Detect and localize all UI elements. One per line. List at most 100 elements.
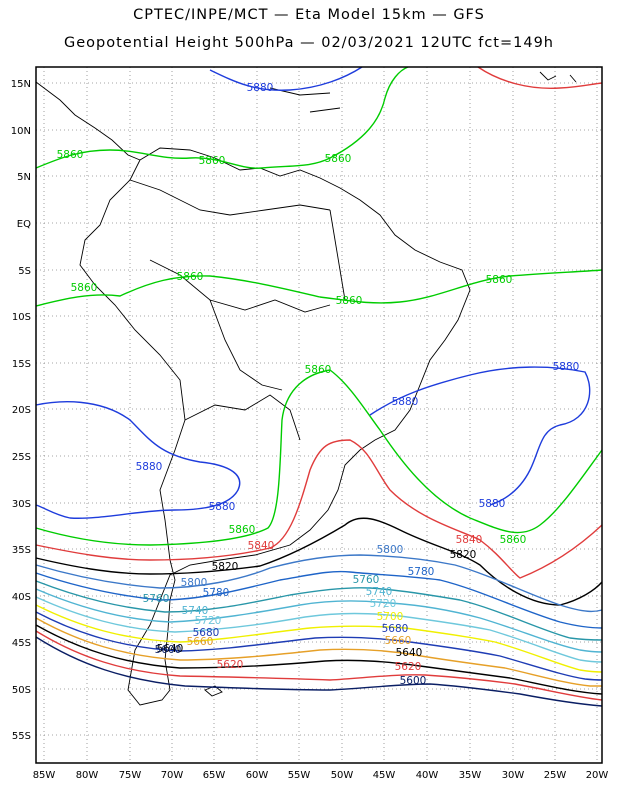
latitude-axis: 15N 10N 5N EQ 5S 10S 15S 20S 25S 30S 35S 40S 45S 50S 5…: [11, 79, 31, 742]
lon-tick-label: 60W: [246, 770, 269, 781]
contour-label-5700: 5700: [377, 611, 404, 623]
caribbean-islands: [269, 71, 577, 113]
lon-tick-label: 65W: [203, 770, 226, 781]
lat-tick-label: 45S: [12, 638, 31, 649]
contour-label-5640: 5640: [396, 647, 423, 659]
contour-5820: [35, 517, 603, 606]
contour-label-5860: 5860: [486, 274, 513, 286]
chart-title-model: CPTEC/INPE/MCT — Eta Model 15km — GFS: [133, 7, 485, 23]
contour-5700: [35, 604, 603, 673]
contour-labels: 5880 5860 5860 5860 5860 5860 5860 5860 5860 5880…: [57, 82, 580, 687]
contour-label-5620: 5620: [217, 659, 244, 671]
contour-5860-north: [35, 66, 409, 169]
lat-tick-label: 40S: [12, 592, 31, 603]
contour-label-5780: 5780: [203, 587, 230, 599]
lon-tick-label: 50W: [331, 770, 354, 781]
contour-label-5820: 5820: [212, 561, 239, 573]
contour-label-5720: 5720: [195, 615, 222, 627]
lat-tick-label: 50S: [12, 685, 31, 696]
lon-tick-label: 70W: [161, 770, 184, 781]
lat-tick-label: 20S: [12, 405, 31, 416]
contour-label-5620: 5620: [395, 661, 422, 673]
contour-label-5860: 5860: [325, 153, 352, 165]
contour-label-5780: 5780: [408, 566, 435, 578]
lon-tick-label: 40W: [416, 770, 439, 781]
contour-label-5660: 5660: [385, 635, 412, 647]
height-contours: [35, 66, 603, 707]
south-america-coast: [79, 147, 471, 706]
contour-5760: [35, 580, 603, 641]
contour-label-5860: 5860: [57, 149, 84, 161]
contour-label-5880: 5880: [209, 501, 236, 513]
contour-5740: [35, 588, 603, 653]
lon-tick-label: 45W: [373, 770, 396, 781]
central-america-coast: [35, 81, 141, 161]
contour-5620: [35, 630, 603, 701]
contour-label-5860: 5860: [71, 282, 98, 294]
contour-label-5880: 5880: [247, 82, 274, 94]
lat-tick-label: 25S: [12, 452, 31, 463]
lat-tick-label: 35S: [12, 545, 31, 556]
contour-label-5880: 5880: [136, 461, 163, 473]
lat-tick-label: 30S: [12, 499, 31, 510]
longitude-axis: 85W 80W 75W 70W 65W 60W 55W 50W 45W 40W 35W 30W 25W 2…: [33, 770, 609, 781]
contour-label-5860: 5860: [336, 295, 363, 307]
contour-label-5760: 5760: [143, 593, 170, 605]
contour-5880-west: [35, 401, 241, 519]
contour-label-5660: 5660: [187, 636, 214, 648]
contour-5720: [35, 596, 603, 663]
lon-tick-label: 55W: [288, 770, 311, 781]
contour-label-5880: 5880: [479, 498, 506, 510]
chart-title-field: Geopotential Height 500hPa — 02/03/2021 …: [63, 35, 554, 51]
lon-tick-label: 20W: [586, 770, 609, 781]
lon-tick-label: 85W: [33, 770, 56, 781]
contour-label-5840: 5840: [248, 540, 275, 552]
contour-label-5720: 5720: [370, 598, 397, 610]
contour-5840: [35, 439, 603, 579]
lat-tick-label: 10N: [11, 126, 31, 137]
contour-5600: [35, 636, 603, 707]
contour-label-5760: 5760: [353, 574, 380, 586]
lat-tick-label: 55S: [12, 731, 31, 742]
lat-tick-label: 10S: [12, 312, 31, 323]
lon-tick-label: 30W: [502, 770, 525, 781]
lat-tick-label: 15N: [11, 79, 31, 90]
contour-label-5600: 5600: [155, 644, 182, 656]
contour-label-5860: 5860: [500, 534, 527, 546]
contour-label-5880: 5880: [392, 396, 419, 408]
contour-5780: [35, 570, 603, 629]
coastlines: [35, 71, 577, 706]
contour-5660: [35, 617, 602, 687]
lat-tick-label: 5N: [17, 172, 31, 183]
lon-tick-label: 35W: [459, 770, 482, 781]
lon-tick-label: 80W: [76, 770, 99, 781]
contour-label-5840: 5840: [456, 534, 483, 546]
lat-tick-label: 5S: [18, 266, 31, 277]
contour-label-5680: 5680: [193, 627, 220, 639]
contour-5880-east: [369, 366, 591, 506]
contour-label-5880: 5880: [553, 361, 580, 373]
contour-5840-north: [477, 66, 603, 90]
contour-5800: [35, 554, 603, 613]
contour-5640: [35, 624, 603, 695]
contour-5860-eq: [35, 269, 603, 307]
contour-5680: [35, 611, 603, 681]
contour-label-5800: 5800: [377, 544, 404, 556]
contour-5860-central: [35, 369, 603, 546]
contour-label-5820: 5820: [450, 549, 477, 561]
lat-lon-grid: [36, 67, 602, 763]
contour-5880-north: [209, 66, 363, 91]
lat-tick-label: 15S: [12, 359, 31, 370]
contour-label-5740: 5740: [182, 605, 209, 617]
contour-label-5860: 5860: [305, 364, 332, 376]
contour-label-5680: 5680: [382, 623, 409, 635]
lon-tick-label: 25W: [544, 770, 567, 781]
lon-tick-label: 75W: [119, 770, 142, 781]
contour-label-5800: 5800: [181, 577, 208, 589]
contour-label-5640: 5640: [157, 643, 184, 655]
contour-label-5600: 5600: [400, 675, 427, 687]
plot-frame: [35, 66, 603, 764]
contour-label-5860: 5860: [177, 271, 204, 283]
contour-label-5860: 5860: [229, 524, 256, 536]
